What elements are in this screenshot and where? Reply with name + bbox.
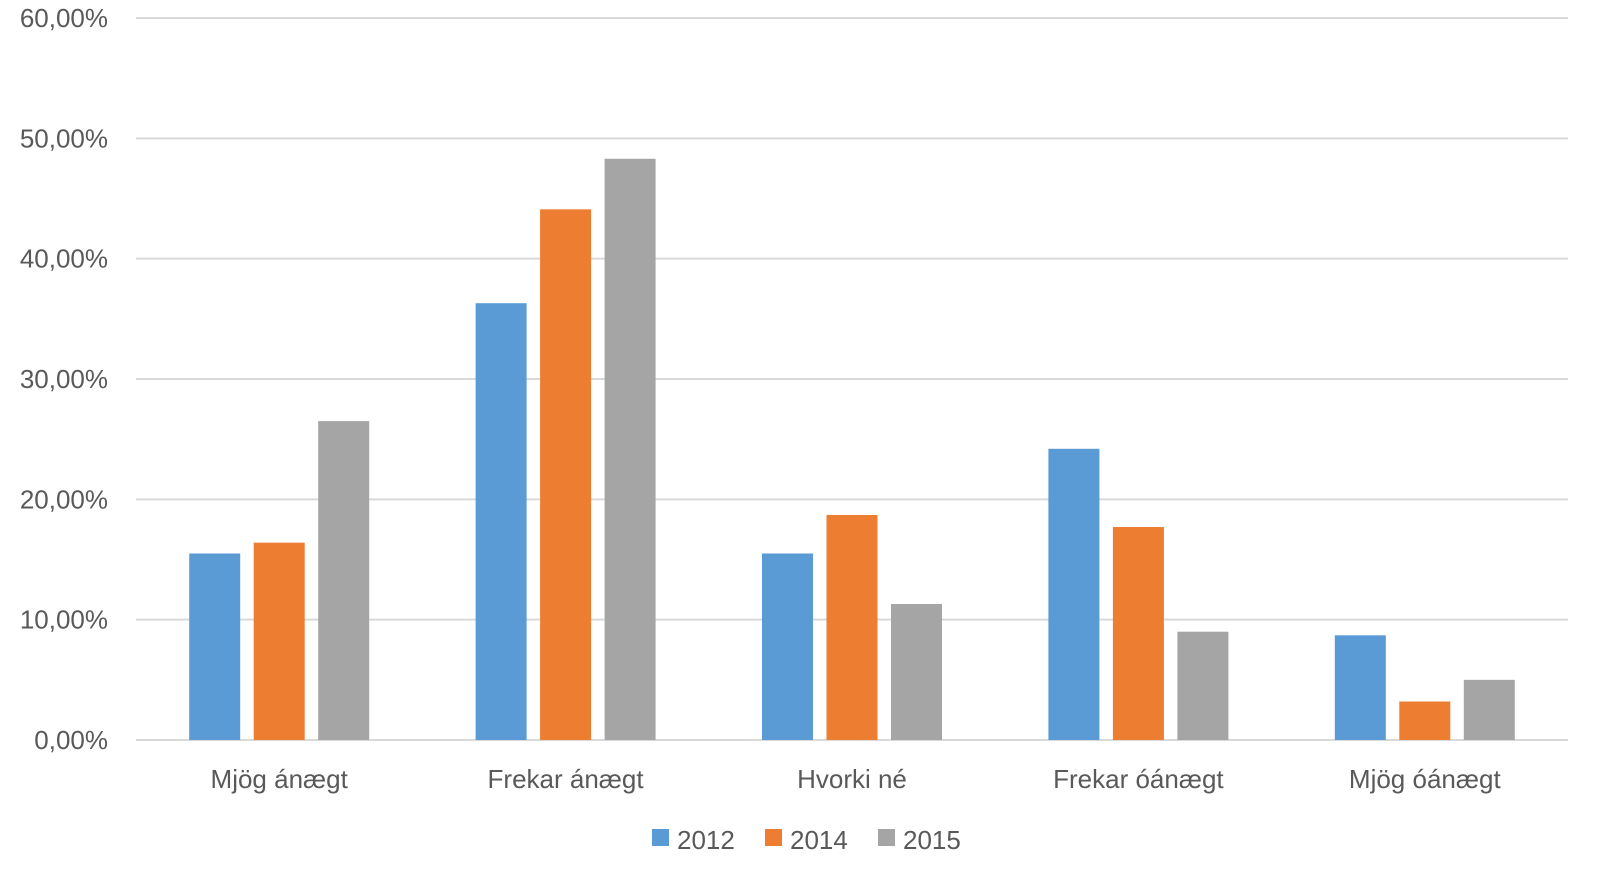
bars bbox=[189, 158, 1515, 741]
x-category-label: Frekar ánægt bbox=[488, 764, 645, 794]
y-tick-label: 20,00% bbox=[20, 484, 108, 514]
bar-2014-2 bbox=[826, 514, 878, 740]
bar-2014-1 bbox=[540, 209, 592, 740]
bar-2015-2 bbox=[891, 604, 942, 740]
bar-2015-1 bbox=[604, 158, 656, 741]
x-axis-category-labels: Mjög ánægt Frekar ánægt Hvorki né Frekar óá… bbox=[211, 764, 1502, 794]
bar-2012-4 bbox=[1334, 635, 1386, 740]
bar-2014-4 bbox=[1399, 701, 1451, 740]
y-tick-label: 0,00% bbox=[34, 725, 108, 755]
legend-label-2014: 2014 bbox=[790, 825, 848, 855]
bar-2012-0 bbox=[189, 553, 241, 740]
legend-label-2015: 2015 bbox=[903, 825, 961, 855]
legend-swatch-2014 bbox=[765, 829, 782, 846]
x-category-label: Mjög óánægt bbox=[1349, 764, 1502, 794]
bar-2015-4 bbox=[1463, 679, 1515, 740]
gridlines bbox=[136, 17, 1568, 741]
bar-2014-0 bbox=[253, 542, 305, 740]
y-tick-label: 40,00% bbox=[20, 244, 108, 274]
bar-2014-3 bbox=[1112, 527, 1164, 740]
legend-swatch-2015 bbox=[878, 829, 895, 846]
bar-2012-3 bbox=[1048, 448, 1100, 740]
x-category-label: Frekar óánægt bbox=[1053, 764, 1224, 794]
bar-2015-3 bbox=[1177, 631, 1229, 740]
bar-2012-2 bbox=[762, 553, 813, 740]
y-tick-label: 30,00% bbox=[20, 364, 108, 394]
legend-swatch-2012 bbox=[652, 829, 669, 846]
y-axis-tick-labels: 0,00% 10,00% 20,00% 30,00% 40,00% 50,00% 60,00… bbox=[20, 3, 108, 755]
legend: 2012 2014 2015 bbox=[652, 825, 961, 855]
bar-2012-1 bbox=[475, 303, 527, 740]
y-tick-label: 60,00% bbox=[20, 3, 108, 33]
x-category-label: Mjög ánægt bbox=[211, 764, 349, 794]
y-tick-label: 50,00% bbox=[20, 123, 108, 153]
legend-label-2012: 2012 bbox=[677, 825, 735, 855]
x-category-label: Hvorki né bbox=[797, 764, 907, 794]
bar-2015-0 bbox=[318, 421, 370, 740]
y-tick-label: 10,00% bbox=[20, 605, 108, 635]
